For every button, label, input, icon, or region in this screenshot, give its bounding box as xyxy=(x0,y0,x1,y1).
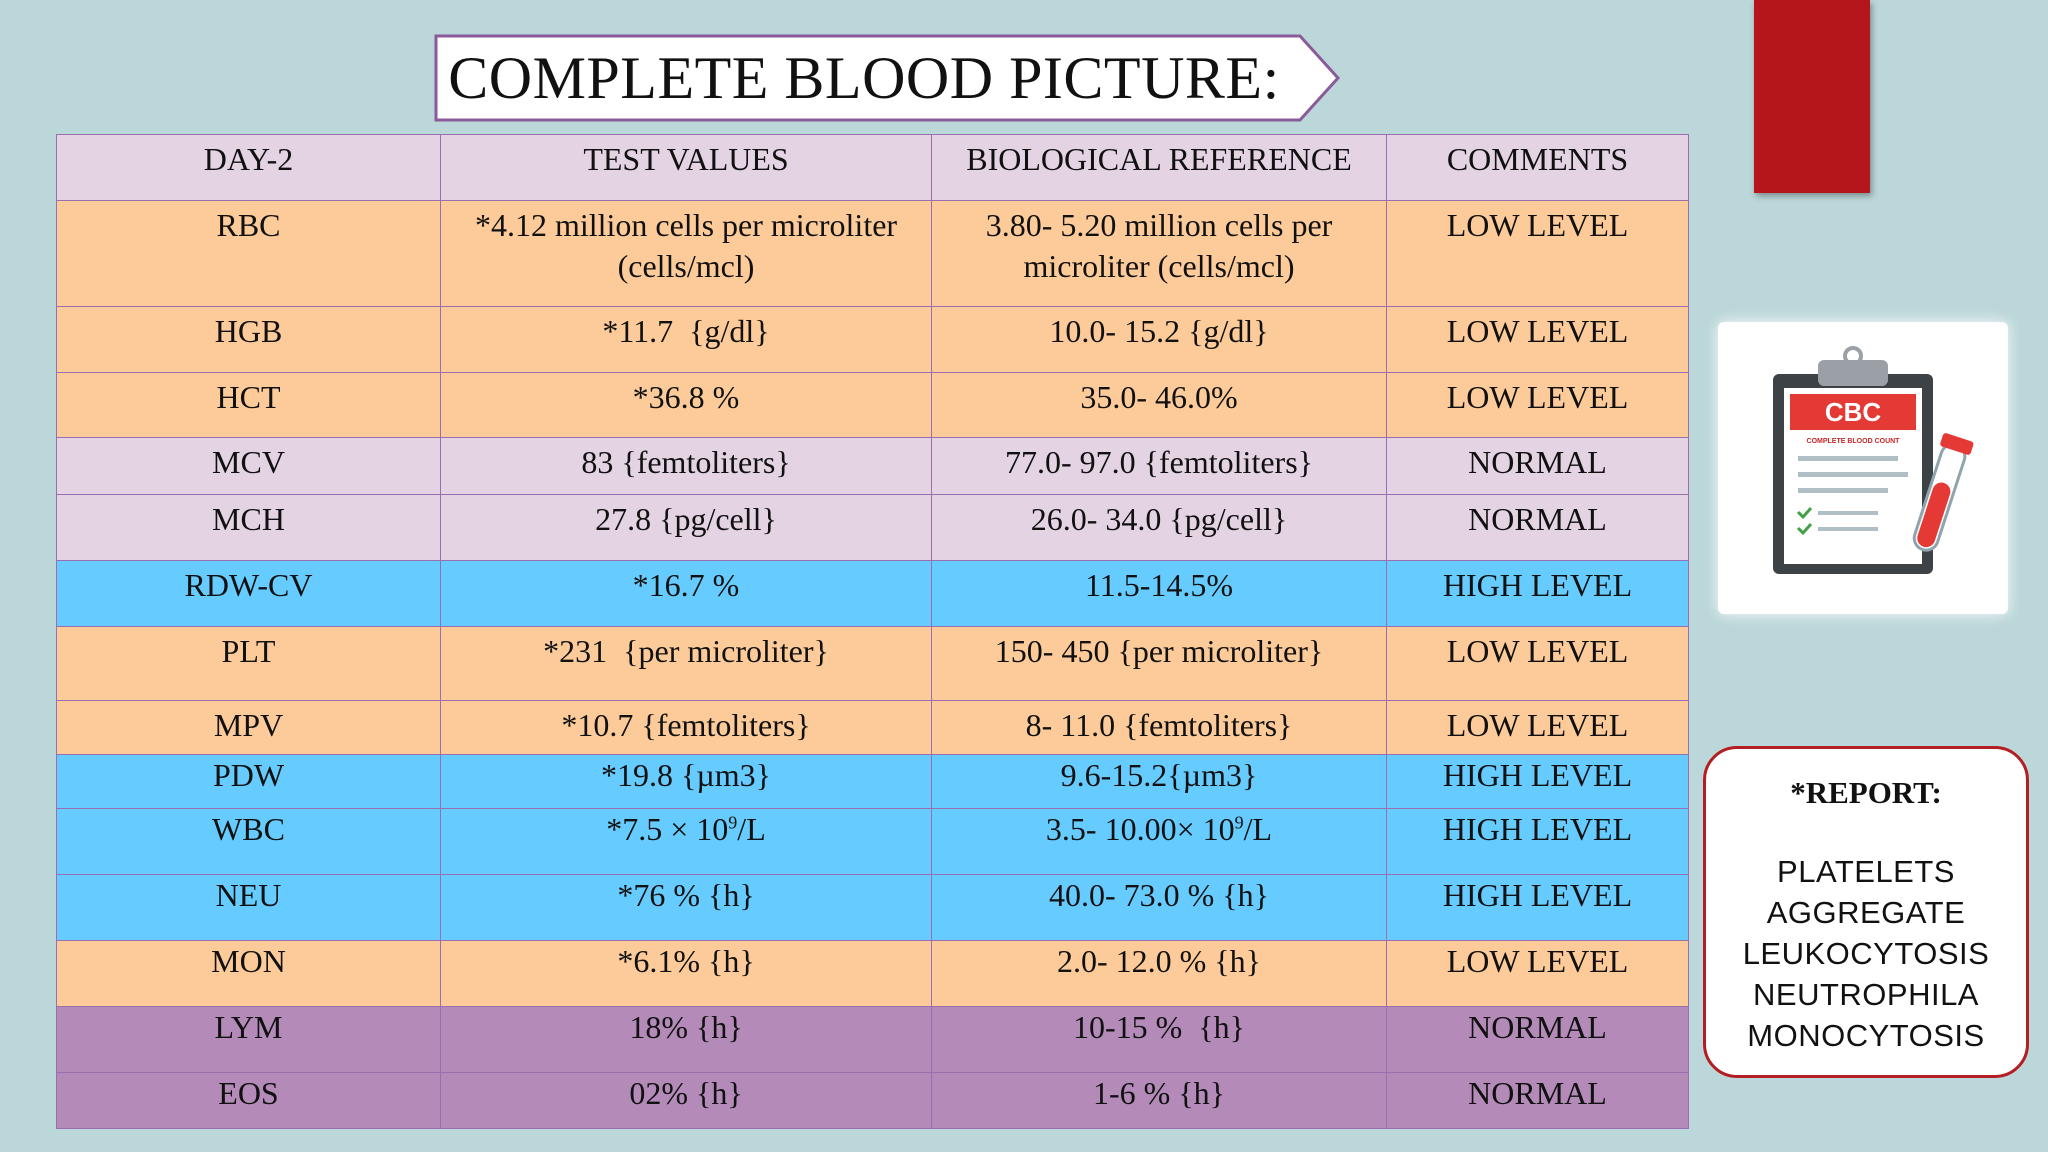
row-comment: LOW LEVEL xyxy=(1386,940,1689,1007)
row-test: RBC xyxy=(56,200,441,307)
table-row: MPV *10.7 {femtoliters} 8- 11.0 {femtoli… xyxy=(56,700,1689,755)
cbc-illustration: CBC COMPLETE BLOOD COUNT xyxy=(1718,322,2008,614)
row-reference: 9.6-15.2{µm3} xyxy=(931,754,1387,809)
row-value: *10.7 {femtoliters} xyxy=(440,700,932,755)
cbc-label: CBC xyxy=(1825,397,1882,427)
table-row: MCV 83 {femtoliters} 77.0- 97.0 {femtoli… xyxy=(56,437,1689,495)
table-row: WBC *7.5 × 109/L 3.5- 10.00× 109/L HIGH … xyxy=(56,808,1689,875)
row-comment: NORMAL xyxy=(1386,494,1689,561)
row-comment: NORMAL xyxy=(1386,437,1689,495)
table-row: NEU *76 % {h} 40.0- 73.0 % {h} HIGH LEVE… xyxy=(56,874,1689,941)
row-reference: 3.80- 5.20 million cells per microliter … xyxy=(931,200,1387,307)
table-header-row: DAY-2 TEST VALUES BIOLOGICAL REFERENCE C… xyxy=(56,134,1689,201)
table-row: HCT *36.8 % 35.0- 46.0% LOW LEVEL xyxy=(56,372,1689,438)
row-comment: NORMAL xyxy=(1386,1006,1689,1073)
row-reference: 11.5-14.5% xyxy=(931,560,1387,627)
row-reference: 10.0- 15.2 {g/dl} xyxy=(931,306,1387,373)
wbc-reference-base: 3.5- 10.00× 10 xyxy=(1045,811,1235,847)
table-row: HGB *11.7 {g/dl} 10.0- 15.2 {g/dl} LOW L… xyxy=(56,306,1689,373)
row-comment: HIGH LEVEL xyxy=(1386,808,1689,875)
row-reference: 40.0- 73.0 % {h} xyxy=(931,874,1387,941)
title-banner: COMPLETE BLOOD PICTURE: xyxy=(434,34,1342,122)
row-test: MON xyxy=(56,940,441,1007)
report-box: *REPORT: PLATELETS AGGREGATE LEUKOCYTOSI… xyxy=(1703,746,2029,1078)
clipboard-test-tube-icon: CBC COMPLETE BLOOD COUNT xyxy=(1773,346,1974,574)
row-reference: 3.5- 10.00× 109/L xyxy=(931,808,1387,875)
report-item: PLATELETS xyxy=(1777,854,1955,889)
row-value: 27.8 {pg/cell} xyxy=(440,494,932,561)
table-row: PDW *19.8 {µm3} 9.6-15.2{µm3} HIGH LEVEL xyxy=(56,754,1689,809)
report-item: LEUKOCYTOSIS xyxy=(1742,936,1990,971)
row-reference: 77.0- 97.0 {femtoliters} xyxy=(931,437,1387,495)
row-value: 02% {h} xyxy=(440,1072,932,1129)
report-title: *REPORT: xyxy=(1790,775,1942,810)
row-reference: 1-6 % {h} xyxy=(931,1072,1387,1129)
row-value: 83 {femtoliters} xyxy=(440,437,932,495)
row-value: *7.5 × 109/L xyxy=(440,808,932,875)
row-test: HCT xyxy=(56,372,441,438)
row-comment: HIGH LEVEL xyxy=(1386,874,1689,941)
wbc-value-base: *7.5 × 10 xyxy=(606,811,729,847)
row-value: *16.7 % xyxy=(440,560,932,627)
row-reference: 35.0- 46.0% xyxy=(931,372,1387,438)
row-comment: LOW LEVEL xyxy=(1386,200,1689,307)
header-test-values: TEST VALUES xyxy=(440,134,932,201)
table-row: PLT *231 {per microliter} 150- 450 {per … xyxy=(56,626,1689,701)
table-row: RBC *4.12 million cells per microliter (… xyxy=(56,200,1689,307)
row-value: *4.12 million cells per microliter (cell… xyxy=(440,200,932,307)
table-row: EOS 02% {h} 1-6 % {h} NORMAL xyxy=(56,1072,1689,1129)
row-value: 18% {h} xyxy=(440,1006,932,1073)
row-reference: 2.0- 12.0 % {h} xyxy=(931,940,1387,1007)
row-test: RDW-CV xyxy=(56,560,441,627)
row-reference: 26.0- 34.0 {pg/cell} xyxy=(931,494,1387,561)
row-test: MPV xyxy=(56,700,441,755)
row-comment: NORMAL xyxy=(1386,1072,1689,1129)
row-comment: LOW LEVEL xyxy=(1386,626,1689,701)
row-test: EOS xyxy=(56,1072,441,1129)
title-banner-shape xyxy=(434,34,1341,122)
row-comment: LOW LEVEL xyxy=(1386,700,1689,755)
row-comment: LOW LEVEL xyxy=(1386,306,1689,373)
row-value: *231 {per microliter} xyxy=(440,626,932,701)
row-value: *76 % {h} xyxy=(440,874,932,941)
cbc-table: DAY-2 TEST VALUES BIOLOGICAL REFERENCE C… xyxy=(56,134,1689,1129)
row-test: WBC xyxy=(56,808,441,875)
row-test: MCH xyxy=(56,494,441,561)
row-value: *36.8 % xyxy=(440,372,932,438)
row-comment: LOW LEVEL xyxy=(1386,372,1689,438)
report-item: AGGREGATE xyxy=(1766,895,1966,930)
row-test: MCV xyxy=(56,437,441,495)
row-comment: HIGH LEVEL xyxy=(1386,560,1689,627)
page-title: COMPLETE BLOOD PICTURE: xyxy=(448,45,1280,111)
row-test: NEU xyxy=(56,874,441,941)
table-row: RDW-CV *16.7 % 11.5-14.5% HIGH LEVEL xyxy=(56,560,1689,627)
row-value: *19.8 {µm3} xyxy=(440,754,932,809)
table-row: MCH 27.8 {pg/cell} 26.0- 34.0 {pg/cell} … xyxy=(56,494,1689,561)
report-items: PLATELETS AGGREGATE LEUKOCYTOSIS NEUTROP… xyxy=(1706,851,2026,1056)
row-test: PLT xyxy=(56,626,441,701)
wbc-value-exponent: 9 xyxy=(728,812,738,833)
row-reference: 150- 450 {per microliter} xyxy=(931,626,1387,701)
report-item: MONOCYTOSIS xyxy=(1747,1018,1985,1053)
wbc-reference-exponent: 9 xyxy=(1234,812,1244,833)
row-test: PDW xyxy=(56,754,441,809)
header-day: DAY-2 xyxy=(56,134,441,201)
row-reference: 10-15 % {h} xyxy=(931,1006,1387,1073)
table-row: MON *6.1% {h} 2.0- 12.0 % {h} LOW LEVEL xyxy=(56,940,1689,1007)
row-test: LYM xyxy=(56,1006,441,1073)
table-row: LYM 18% {h} 10-15 % {h} NORMAL xyxy=(56,1006,1689,1073)
header-comments: COMMENTS xyxy=(1386,134,1689,201)
cbc-sublabel: COMPLETE BLOOD COUNT xyxy=(1807,438,1901,445)
report-item: NEUTROPHILA xyxy=(1753,977,1979,1012)
row-reference: 8- 11.0 {femtoliters} xyxy=(931,700,1387,755)
row-value: *6.1% {h} xyxy=(440,940,932,1007)
wbc-value-unit: /L xyxy=(737,811,766,847)
row-comment: HIGH LEVEL xyxy=(1386,754,1689,809)
row-test: HGB xyxy=(56,306,441,373)
row-value: *11.7 {g/dl} xyxy=(440,306,932,373)
header-biological-reference: BIOLOGICAL REFERENCE xyxy=(931,134,1387,201)
wbc-reference-unit: /L xyxy=(1243,811,1273,847)
red-accent-bar xyxy=(1754,0,1870,193)
